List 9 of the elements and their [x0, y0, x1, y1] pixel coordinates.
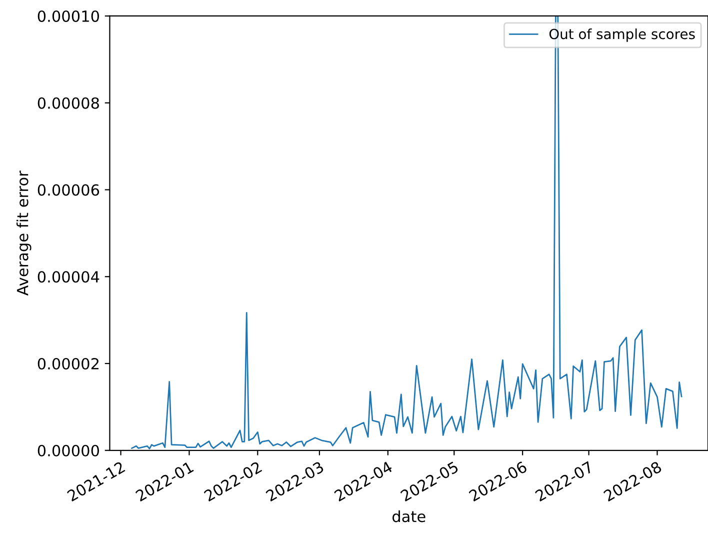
y-tick-label: 0.00010	[38, 10, 100, 22]
y-tick-label: 0.00002	[38, 358, 98, 370]
y-tick-label: 0.00000	[38, 444, 100, 456]
y-tick-label: 0.00004	[38, 271, 100, 283]
legend-label: Out of sample scores	[549, 28, 695, 42]
y-tick-label: 0.00006	[38, 184, 100, 196]
y-tick-label: 0.00008	[38, 97, 99, 109]
x-axis-title: date	[392, 510, 426, 522]
y-axis-title: Average fit error	[16, 170, 32, 296]
